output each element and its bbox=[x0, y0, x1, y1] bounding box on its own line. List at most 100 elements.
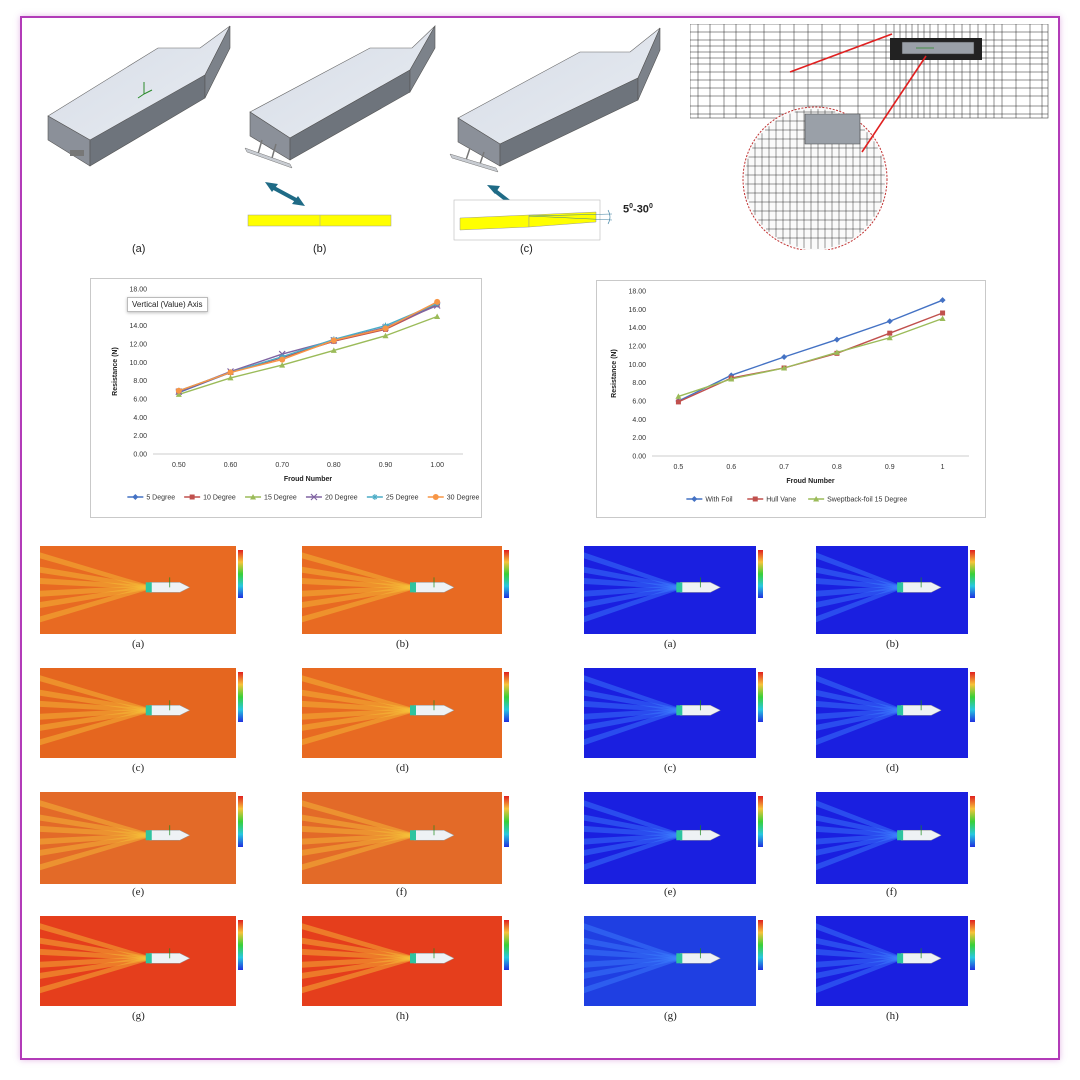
wake-streak bbox=[584, 956, 681, 979]
wake-pattern bbox=[584, 675, 721, 746]
stern-contour bbox=[410, 582, 416, 593]
wake-streak bbox=[584, 675, 681, 713]
legend-marker bbox=[432, 494, 439, 500]
wake-streak bbox=[40, 708, 150, 731]
y-tick-label: 0.00 bbox=[133, 452, 147, 459]
wake-streak bbox=[40, 833, 150, 856]
wake-streak bbox=[40, 689, 150, 713]
wake-streak bbox=[40, 956, 150, 994]
wake-streak bbox=[816, 956, 902, 994]
panel-label: (b) bbox=[886, 638, 899, 650]
data-point bbox=[227, 369, 234, 376]
simulation-panel bbox=[584, 916, 780, 1006]
legend-marker bbox=[189, 494, 195, 500]
panel-label: (d) bbox=[396, 762, 409, 774]
stern-contour bbox=[897, 705, 904, 716]
wake-streak bbox=[40, 833, 150, 871]
panel-label: (e) bbox=[664, 886, 677, 898]
wake-streak bbox=[584, 948, 681, 961]
series-line bbox=[678, 312, 943, 403]
wake-streak bbox=[584, 833, 681, 856]
colorbar bbox=[504, 672, 509, 722]
legend-label: 30 Degree bbox=[447, 495, 480, 502]
y-tick-label: 2.00 bbox=[632, 435, 646, 442]
stern-contour bbox=[676, 830, 683, 841]
wake-streak bbox=[302, 814, 414, 838]
panel-label: (f) bbox=[886, 886, 897, 898]
y-tick-label: 6.00 bbox=[632, 399, 646, 406]
contour-plot bbox=[816, 546, 968, 634]
legend-marker bbox=[132, 494, 139, 500]
x-tick-label: 0.90 bbox=[379, 462, 393, 469]
data-point bbox=[434, 298, 441, 305]
wake-streak bbox=[40, 956, 150, 979]
contour-plot bbox=[816, 792, 968, 884]
wake-streak bbox=[816, 689, 902, 713]
wake-streak bbox=[302, 585, 414, 623]
axis-triad-icon bbox=[137, 82, 153, 99]
colorbar bbox=[970, 550, 975, 599]
wake-streak bbox=[302, 937, 414, 961]
panel-label: (h) bbox=[886, 1010, 899, 1022]
hull-model-c bbox=[449, 27, 661, 173]
wake-pattern bbox=[816, 552, 942, 623]
wake-streak bbox=[40, 675, 150, 713]
chart-left: 0.002.004.006.008.0010.0012.0014.0016.00… bbox=[112, 287, 480, 502]
wake-streak bbox=[40, 577, 150, 590]
wake-streak bbox=[40, 814, 150, 838]
colorbar bbox=[504, 796, 509, 847]
panel-label: (b) bbox=[396, 638, 409, 650]
legend-label: 5 Degree bbox=[146, 495, 175, 502]
contour-plot bbox=[40, 916, 236, 1006]
stern-contour bbox=[145, 953, 152, 964]
wake-streak bbox=[584, 577, 681, 590]
y-tick-label: 8.00 bbox=[632, 380, 646, 387]
colorbar bbox=[970, 672, 975, 722]
y-tick-label: 6.00 bbox=[133, 397, 147, 404]
y-tick-label: 18.00 bbox=[129, 287, 147, 294]
wake-streak bbox=[816, 800, 902, 838]
simulation-panel bbox=[302, 916, 526, 1006]
y-tick-label: 14.00 bbox=[628, 325, 646, 332]
wake-streak bbox=[584, 956, 681, 994]
simulation-panel bbox=[816, 916, 992, 1006]
chart-legend: With Foil Hull Vane Sweptback-foil 15 Degr… bbox=[686, 496, 907, 504]
wake-streak bbox=[302, 577, 414, 590]
wake-streak bbox=[816, 675, 902, 713]
simulation-panel bbox=[584, 668, 780, 758]
wake-streak bbox=[40, 937, 150, 961]
colorbar bbox=[758, 672, 763, 722]
contour-plot bbox=[302, 792, 502, 884]
wake-streak bbox=[816, 585, 902, 623]
wake-streak bbox=[584, 585, 681, 623]
wake-streak bbox=[816, 708, 902, 720]
colorbar bbox=[238, 920, 243, 970]
legend-marker bbox=[813, 496, 820, 502]
contour-plot bbox=[584, 668, 756, 758]
wake-streak bbox=[584, 800, 681, 838]
chart-right-frame: 0.00 2.00 4.00 6.00 8.00 10.00 12.00 14.00 16.00… bbox=[596, 280, 986, 518]
colorbar bbox=[758, 920, 763, 970]
colorbar bbox=[238, 550, 243, 599]
legend-marker bbox=[752, 496, 758, 502]
colorbar bbox=[970, 796, 975, 847]
data-point bbox=[382, 332, 389, 339]
data-point bbox=[330, 337, 337, 344]
wake-streak bbox=[584, 700, 681, 713]
simulation-panel bbox=[40, 668, 260, 758]
y-tick-label: 12.00 bbox=[628, 344, 646, 351]
y-axis-title: Resistance (N) bbox=[112, 347, 119, 396]
stern-contour bbox=[145, 830, 152, 841]
wake-streak bbox=[40, 566, 150, 590]
wake-streak bbox=[584, 708, 681, 746]
wake-streak bbox=[302, 675, 414, 713]
x-tick-label: 1.00 bbox=[430, 462, 444, 469]
wake-streak bbox=[302, 708, 414, 720]
foil-plate-b bbox=[247, 214, 392, 227]
data-point bbox=[940, 310, 946, 316]
stern-contour bbox=[897, 830, 904, 841]
wake-streak bbox=[584, 825, 681, 838]
hull-model-b bbox=[244, 24, 436, 169]
wake-pattern bbox=[816, 675, 942, 746]
chart-right: 0.00 2.00 4.00 6.00 8.00 10.00 12.00 14.00 16.00… bbox=[611, 289, 969, 504]
